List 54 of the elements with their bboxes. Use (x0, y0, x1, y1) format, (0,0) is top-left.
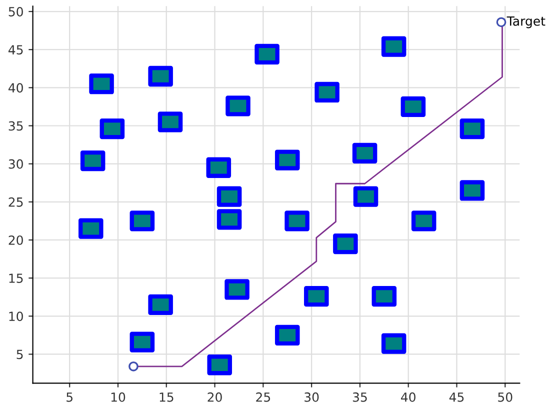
x-tick-label: 15 (160, 392, 174, 402)
point (314, 82, 340, 103)
point (78, 218, 104, 239)
x-tick-label: 30 (304, 392, 319, 402)
point (284, 210, 310, 232)
y-tick-label: 15 (9, 274, 23, 283)
y-tick-label: 10 (9, 312, 23, 322)
point (80, 150, 106, 172)
x-tick-label: 10 (111, 392, 126, 402)
point (226, 96, 250, 116)
point (381, 36, 406, 57)
point (130, 332, 155, 352)
point (352, 142, 378, 164)
point (224, 279, 250, 300)
point (372, 286, 397, 307)
y-tick-label: 25 (8, 197, 23, 207)
point (148, 294, 173, 316)
y-tick-label: 20 (8, 235, 23, 245)
y-tick-label: 5 (16, 350, 23, 360)
y-tick-label: 30 (8, 159, 23, 169)
point (333, 233, 358, 254)
y-tick-label: 50 (8, 6, 23, 16)
x-tick-label: 50 (498, 392, 512, 402)
point (460, 180, 485, 201)
point (206, 157, 232, 178)
point (254, 44, 280, 64)
point (89, 74, 114, 94)
x-tick-label: 35 (352, 392, 367, 402)
point (100, 118, 125, 140)
x-tick-label: 5 (66, 392, 72, 402)
point (274, 150, 300, 170)
point (304, 286, 329, 307)
y-tick-label: 35 (8, 121, 23, 131)
point (148, 66, 173, 87)
point (158, 112, 183, 132)
point (216, 186, 242, 207)
point (460, 118, 485, 140)
x-tick-label: 25 (256, 392, 270, 402)
point (274, 324, 300, 346)
point (207, 354, 232, 376)
point (381, 333, 406, 354)
point (411, 210, 436, 232)
y-tick-label: 45 (8, 45, 23, 55)
point (353, 186, 378, 207)
annotation: Target (506, 16, 546, 28)
y-tick-label: 40 (8, 83, 23, 93)
point (130, 210, 155, 232)
x-tick-label: 40 (401, 392, 416, 402)
x-tick-label: 20 (208, 392, 222, 402)
point (496, 17, 506, 28)
point (128, 361, 138, 372)
x-tick-label: 45 (449, 392, 464, 402)
point (216, 209, 242, 230)
point (400, 96, 426, 118)
